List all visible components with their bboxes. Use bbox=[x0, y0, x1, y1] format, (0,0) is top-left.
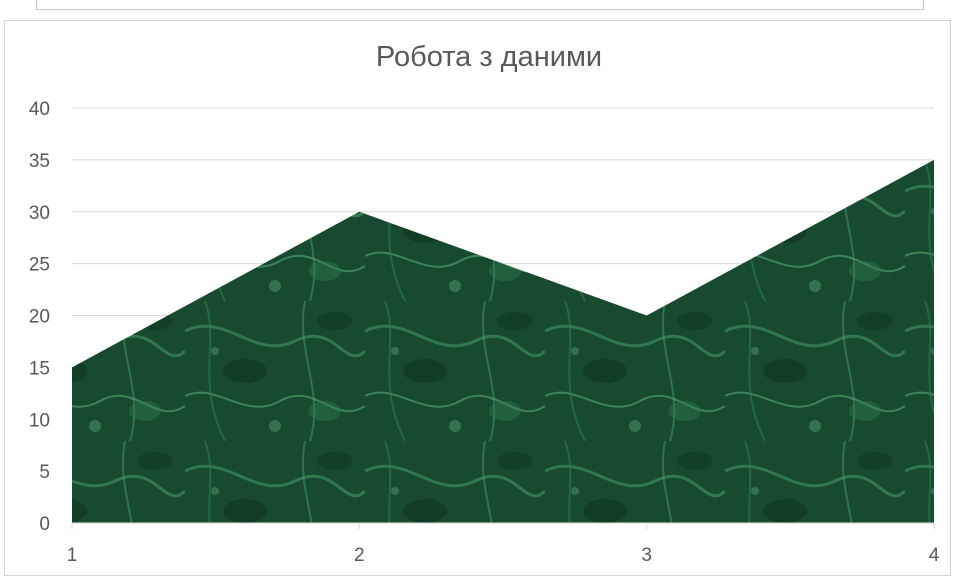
chart-svg: Робота з даними 0 5 10 15 20 25 30 35 40 1 2 3 4 bbox=[5, 21, 952, 577]
chart-area[interactable]: Робота з даними 0 5 10 15 20 25 30 35 40 1 2 3 4 bbox=[4, 20, 951, 576]
y-tick-label: 20 bbox=[29, 307, 50, 328]
y-tick-label: 15 bbox=[29, 358, 50, 379]
y-tick-label: 10 bbox=[29, 410, 50, 431]
chart-title: Робота з даними bbox=[376, 41, 602, 73]
x-tick-label: 3 bbox=[641, 545, 652, 566]
area-series-group bbox=[72, 160, 934, 523]
x-axis-ticks: 1 2 3 4 bbox=[67, 523, 940, 566]
x-tick-label: 1 bbox=[67, 545, 78, 566]
y-axis-ticks: 0 5 10 15 20 25 30 35 40 bbox=[29, 99, 50, 535]
x-tick-label: 4 bbox=[929, 545, 940, 566]
y-tick-label: 40 bbox=[29, 99, 50, 120]
y-tick-label: 5 bbox=[39, 462, 50, 483]
y-tick-label: 25 bbox=[29, 255, 50, 276]
y-tick-label: 30 bbox=[29, 203, 50, 224]
y-tick-label: 35 bbox=[29, 151, 50, 172]
top-panel bbox=[36, 0, 924, 10]
y-tick-label: 0 bbox=[39, 514, 50, 535]
x-tick-label: 2 bbox=[354, 545, 365, 566]
area-series-0[interactable] bbox=[72, 160, 934, 523]
